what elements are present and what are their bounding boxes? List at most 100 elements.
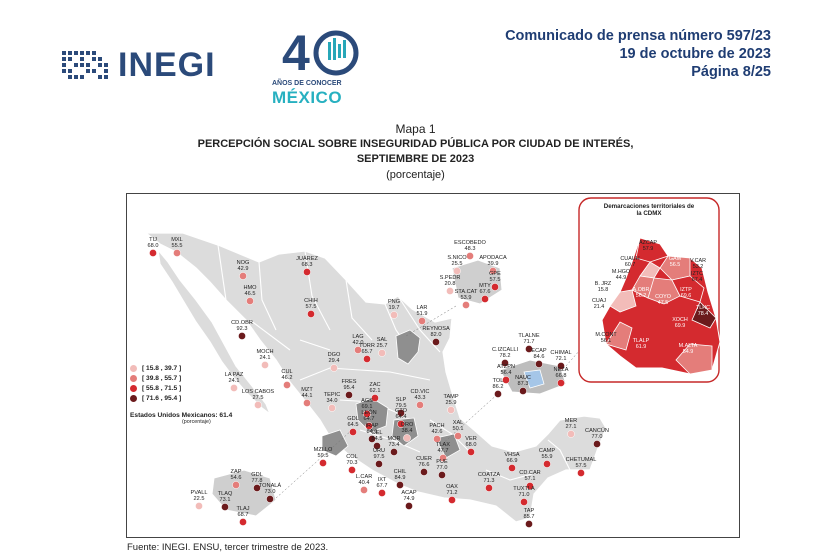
city-marker: [230, 384, 238, 392]
cdmx-name: B. JRZ: [594, 281, 612, 287]
city-marker: [375, 460, 383, 468]
city-marker: [405, 502, 413, 510]
city-value: 82.0: [430, 332, 442, 338]
city-label: FRES 95.4: [342, 379, 357, 391]
city-marker: [466, 252, 474, 260]
cdmx-label: TLHC 78.4: [696, 305, 710, 317]
city-marker: [303, 399, 311, 407]
city-value: 68.3: [301, 262, 313, 268]
legend-swatch: [130, 394, 137, 402]
cdmx-label: CUAUH 60.7: [620, 256, 639, 268]
city-name: TLAX: [436, 442, 450, 448]
city-name: TLAQ: [217, 491, 233, 497]
cdmx-title-line1: Demarcaciones territoriales de: [603, 203, 695, 210]
city-label: CUL 46.2: [281, 369, 292, 381]
cdmx-value: 61.9: [635, 344, 647, 350]
city-name: GDL: [347, 416, 359, 422]
city-label: ECAP 84.6: [531, 348, 546, 360]
cdmx-name: IZTP: [680, 287, 692, 293]
city-name: LAG: [352, 334, 364, 340]
city-value: 71.7: [523, 339, 535, 345]
city-value: 77.0: [591, 434, 603, 440]
anniversary-country: MÉXICO: [272, 88, 343, 107]
cdmx-inset: [578, 197, 721, 383]
city-marker: [462, 301, 470, 309]
cdmx-value: 67.4: [691, 277, 703, 283]
city-marker: [397, 409, 405, 417]
city-value: 87.3: [517, 381, 529, 387]
city-value: 40.4: [358, 480, 370, 486]
city-marker: [368, 435, 376, 443]
city-marker: [390, 448, 398, 456]
city-label: CHIH 57.5: [304, 298, 318, 310]
city-name: GDL: [251, 472, 263, 478]
city-name: MOR: [387, 436, 401, 442]
city-value: 68.0: [147, 243, 159, 249]
city-name: XAL: [452, 420, 464, 426]
city-name: TAP: [523, 508, 535, 514]
city-label: LEÓN 64.7: [361, 410, 376, 422]
city-label: MXL 55.5: [171, 237, 183, 249]
city-marker: [557, 362, 565, 370]
city-marker: [508, 464, 516, 472]
city-marker: [520, 498, 528, 506]
city-value: 57.5: [489, 277, 501, 283]
city-label: MZT 44.1: [301, 387, 313, 399]
city-value: 57.5: [575, 463, 587, 469]
city-value: 64.4: [395, 414, 407, 420]
connector-lines: [275, 305, 581, 499]
cdmx-label: B. JRZ 15.8: [595, 281, 611, 293]
cdmx-label: TLALP 61.9: [633, 338, 649, 350]
city-marker: [454, 432, 462, 440]
city-marker: [416, 401, 424, 409]
city-name: GPE: [489, 271, 501, 277]
city-marker: [345, 391, 353, 399]
city-name: TLALNE: [518, 333, 540, 339]
city-marker: [403, 434, 411, 442]
legend-item: [ 71.6 , 95.4 ]: [130, 393, 240, 403]
legend-range-label: [ 55.8 , 71.5 ]: [142, 384, 182, 392]
city-value: 65.7: [361, 349, 373, 355]
map-unit: (porcentaje): [386, 169, 445, 181]
city-label: PUE 77.0: [436, 459, 448, 471]
city-name: TUXTLA: [513, 486, 535, 492]
city-value: 86.2: [492, 384, 504, 390]
city-label: TLAJ 68.7: [236, 506, 249, 518]
city-value: 55.5: [171, 243, 183, 249]
city-value: 70.3: [346, 460, 358, 466]
city-label: S.PEDR 20.8: [440, 275, 461, 287]
cdmx-label: XOCH 69.9: [672, 317, 688, 329]
legend-range-label: [ 15.8 , 39.7 ]: [142, 364, 182, 372]
city-label: TONALÁ 73.0: [259, 483, 281, 495]
city-value: 22.5: [193, 496, 205, 502]
city-value: 27.5: [252, 395, 264, 401]
city-value: 20.8: [444, 281, 456, 287]
city-label: TLAX 47.7: [436, 442, 450, 454]
cdmx-name: IZTC: [691, 271, 703, 277]
city-marker: [447, 406, 455, 414]
cdmx-value: 56.1: [600, 338, 612, 344]
city-name: TORR: [359, 343, 375, 349]
city-marker: [567, 430, 575, 438]
city-name: CHETUMAL: [565, 457, 597, 463]
city-name: ZAC: [369, 382, 381, 388]
city-value: 46.2: [281, 375, 293, 381]
city-label: CAMP 55.9: [539, 448, 555, 460]
cdmx-label: A.OBR 56.2: [633, 287, 650, 299]
city-label: LAG 42.0: [352, 334, 363, 346]
cdmx-name: TLHC: [695, 305, 711, 311]
city-name: URU: [372, 448, 386, 454]
city-label: S.NICO 25.5: [447, 255, 466, 267]
city-marker: [365, 422, 373, 430]
city-name: CD.VIC: [410, 389, 430, 395]
city-value: 84.9: [394, 475, 406, 481]
city-label: OAX 71.2: [446, 484, 458, 496]
city-label: JUÁREZ 68.3: [296, 256, 318, 268]
city-name: VER: [465, 436, 477, 442]
cdmx-value: 21.4: [593, 304, 605, 310]
cdmx-value: 60.7: [624, 262, 636, 268]
city-value: 47.7: [437, 448, 449, 454]
city-marker: [363, 410, 371, 418]
city-label: TAMP 25.9: [443, 394, 458, 406]
city-value: 73.0: [264, 489, 276, 495]
